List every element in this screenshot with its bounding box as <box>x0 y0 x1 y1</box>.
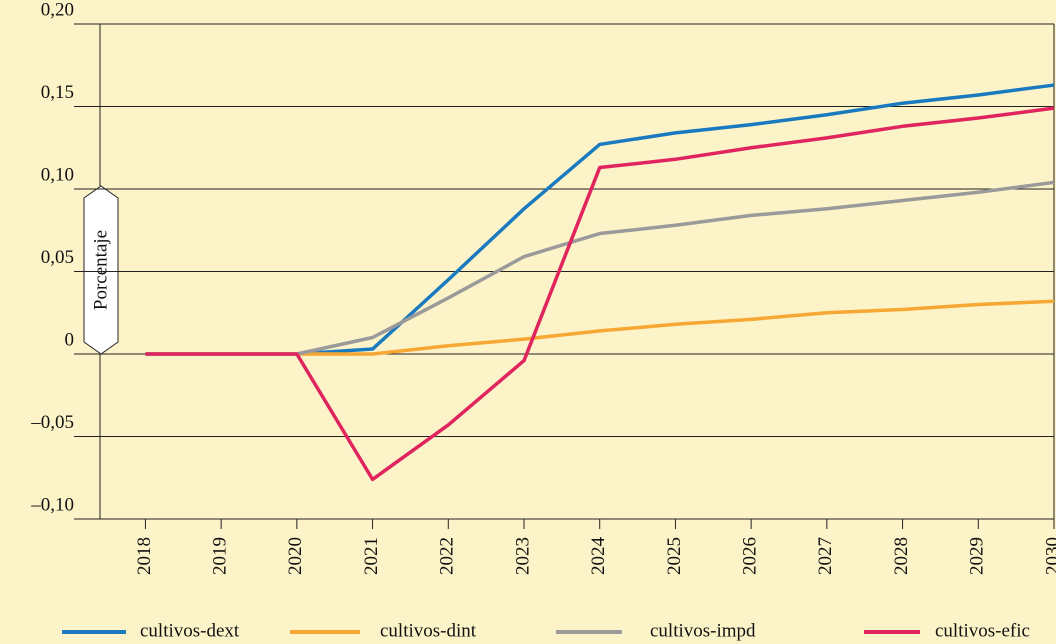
x-tick-label: 2025 <box>664 537 685 575</box>
legend-label: cultivos-dint <box>380 620 477 641</box>
x-tick-label: 2030 <box>1042 537 1056 575</box>
x-tick-label: 2019 <box>210 537 231 575</box>
y-axis-label: Porcentaje <box>90 230 111 310</box>
legend-label: cultivos-dext <box>140 620 240 641</box>
x-tick-label: 2022 <box>437 537 458 575</box>
x-tick-label: 2020 <box>285 537 306 575</box>
x-tick-label: 2018 <box>134 537 155 575</box>
x-tick-label: 2028 <box>891 537 912 575</box>
y-tick-label: 0,15 <box>41 82 74 103</box>
series-line <box>145 180 1055 356</box>
y-tick-label: –0,05 <box>30 412 74 433</box>
legend-label: cultivos-efic <box>935 620 1030 641</box>
x-tick-label: 2029 <box>967 537 988 575</box>
x-tick-label: 2026 <box>740 537 761 575</box>
y-tick-label: –0,10 <box>30 494 74 515</box>
series-line <box>145 106 1055 482</box>
y-tick-label: 0,05 <box>41 247 74 268</box>
y-tick-label: 0,10 <box>41 164 74 185</box>
x-tick-label: 2027 <box>815 537 836 575</box>
y-label-frame <box>83 185 119 355</box>
y-label-box: Porcentaje <box>83 185 119 355</box>
x-tick-label: 2024 <box>588 537 609 576</box>
y-tick-label: 0,20 <box>41 0 74 20</box>
series-line <box>145 299 1055 356</box>
x-tick-label: 2023 <box>512 537 533 575</box>
y-tick-label: 0 <box>65 329 75 350</box>
legend-label: cultivos-impd <box>650 620 756 641</box>
x-tick-label: 2021 <box>361 537 382 575</box>
